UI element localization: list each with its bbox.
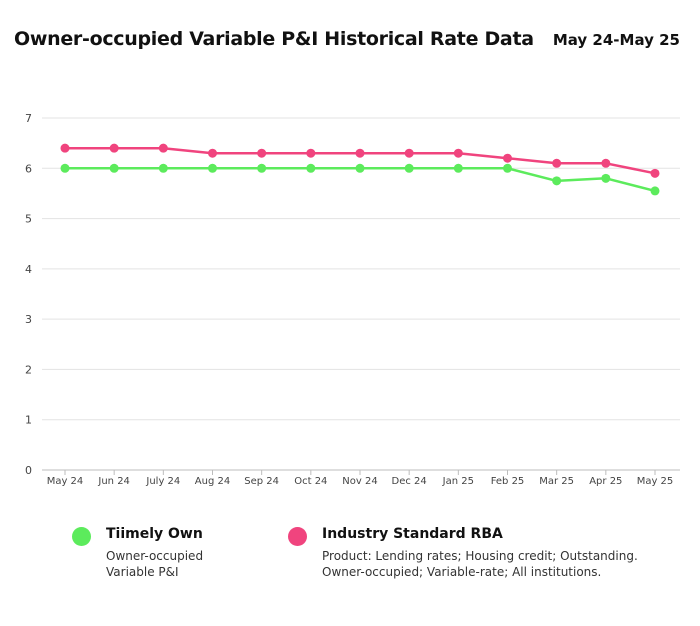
x-tick-label: Sep 24 bbox=[244, 476, 279, 487]
x-tick-label: Mar 25 bbox=[539, 476, 574, 487]
x-tick-label: Feb 25 bbox=[491, 476, 525, 487]
x-tick-label: Nov 24 bbox=[342, 476, 377, 487]
data-point-tiimely-own bbox=[109, 163, 119, 173]
legend-description-tiimely-own: Owner-occupied Variable P&I bbox=[106, 548, 203, 580]
data-point-industry-standard-rba bbox=[404, 148, 414, 158]
x-tick-label: Apr 25 bbox=[589, 476, 622, 487]
x-tick-label: Dec 24 bbox=[392, 476, 427, 487]
date-range-label: May 24-May 25 bbox=[552, 31, 680, 49]
data-point-tiimely-own bbox=[453, 163, 463, 173]
y-tick-label: 0 bbox=[25, 464, 32, 477]
y-tick-label: 3 bbox=[25, 313, 32, 326]
y-tick-label: 6 bbox=[25, 162, 32, 175]
data-point-industry-standard-rba bbox=[208, 148, 217, 158]
data-point-tiimely-own bbox=[355, 163, 365, 173]
x-tick-label: July 24 bbox=[145, 476, 180, 487]
chart-title: Owner-occupied Variable P&I Historical R… bbox=[14, 28, 534, 50]
data-point-industry-standard-rba bbox=[355, 148, 365, 158]
data-point-tiimely-own bbox=[158, 163, 168, 173]
data-point-industry-standard-rba bbox=[109, 143, 119, 153]
data-point-industry-standard-rba bbox=[306, 148, 316, 158]
data-point-tiimely-own bbox=[257, 163, 267, 173]
legend-name-industry-standard-rba: Industry Standard RBA bbox=[322, 526, 503, 542]
data-point-industry-standard-rba bbox=[257, 148, 267, 158]
line-chart: 0 1 2 3 4 5 6 7 May 24 Jun 24 July 24 Aug 24 Sep 24 O… bbox=[25, 112, 680, 487]
chart-legend: Tiimely Own Owner-occupied Variable P&I … bbox=[0, 524, 700, 614]
y-tick-label: 7 bbox=[25, 112, 32, 125]
data-point-industry-standard-rba bbox=[601, 158, 611, 168]
legend-name-tiimely-own: Tiimely Own bbox=[106, 526, 203, 542]
data-point-industry-standard-rba bbox=[503, 153, 512, 163]
x-tick-label: May 24 bbox=[47, 476, 84, 487]
legend-description-line: Product: Lending rates; Housing credit; … bbox=[322, 549, 638, 563]
x-tick-label: Jun 24 bbox=[97, 476, 130, 487]
y-tick-label: 5 bbox=[25, 213, 32, 226]
data-point-industry-standard-rba bbox=[453, 148, 463, 158]
data-point-tiimely-own bbox=[650, 186, 660, 196]
data-point-industry-standard-rba bbox=[158, 143, 168, 153]
legend-description-industry-standard-rba: Product: Lending rates; Housing credit; … bbox=[322, 548, 638, 580]
x-tick-label: May 25 bbox=[637, 476, 674, 487]
data-point-tiimely-own bbox=[503, 163, 512, 173]
data-point-tiimely-own bbox=[208, 163, 217, 173]
data-point-tiimely-own bbox=[60, 163, 70, 173]
x-tick-label: Jan 25 bbox=[442, 476, 474, 487]
x-tick-label: Aug 24 bbox=[195, 476, 230, 487]
legend-marker-industry-standard-rba bbox=[288, 527, 307, 546]
data-point-tiimely-own bbox=[601, 173, 611, 183]
y-tick-label: 2 bbox=[25, 363, 32, 376]
data-point-tiimely-own bbox=[306, 163, 316, 173]
data-point-industry-standard-rba bbox=[552, 158, 562, 168]
x-tick-label: Oct 24 bbox=[294, 476, 327, 487]
y-tick-label: 4 bbox=[25, 263, 32, 276]
legend-description-line: Owner-occupied bbox=[106, 549, 204, 563]
data-point-industry-standard-rba bbox=[650, 168, 660, 178]
legend-description-line: Owner-occupied; Variable-rate; All insti… bbox=[322, 565, 602, 579]
legend-description-line: Variable P&I bbox=[106, 565, 179, 579]
data-point-tiimely-own bbox=[404, 163, 414, 173]
chart-header: Owner-occupied Variable P&I Historical R… bbox=[14, 28, 680, 58]
data-point-industry-standard-rba bbox=[60, 143, 70, 153]
y-tick-label: 1 bbox=[25, 414, 32, 427]
data-point-tiimely-own bbox=[552, 176, 562, 186]
legend-marker-tiimely-own bbox=[72, 527, 91, 546]
